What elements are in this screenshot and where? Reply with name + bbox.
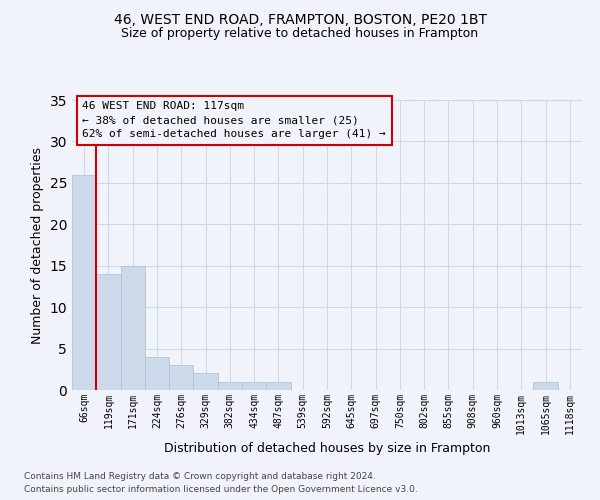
Bar [193, 374, 218, 390]
Bar [72, 174, 96, 390]
Text: Contains HM Land Registry data © Crown copyright and database right 2024.: Contains HM Land Registry data © Crown c… [24, 472, 376, 481]
Bar [266, 382, 290, 390]
Bar [218, 382, 242, 390]
Bar [169, 365, 193, 390]
Text: Contains public sector information licensed under the Open Government Licence v3: Contains public sector information licen… [24, 485, 418, 494]
Text: 46, WEST END ROAD, FRAMPTON, BOSTON, PE20 1BT: 46, WEST END ROAD, FRAMPTON, BOSTON, PE2… [113, 12, 487, 26]
Y-axis label: Number of detached properties: Number of detached properties [31, 146, 44, 344]
X-axis label: Distribution of detached houses by size in Frampton: Distribution of detached houses by size … [164, 442, 490, 455]
Bar [242, 382, 266, 390]
Bar [96, 274, 121, 390]
Bar [533, 382, 558, 390]
Bar [121, 266, 145, 390]
Bar [145, 357, 169, 390]
Text: 46 WEST END ROAD: 117sqm
← 38% of detached houses are smaller (25)
62% of semi-d: 46 WEST END ROAD: 117sqm ← 38% of detach… [82, 102, 386, 140]
Text: Size of property relative to detached houses in Frampton: Size of property relative to detached ho… [121, 28, 479, 40]
